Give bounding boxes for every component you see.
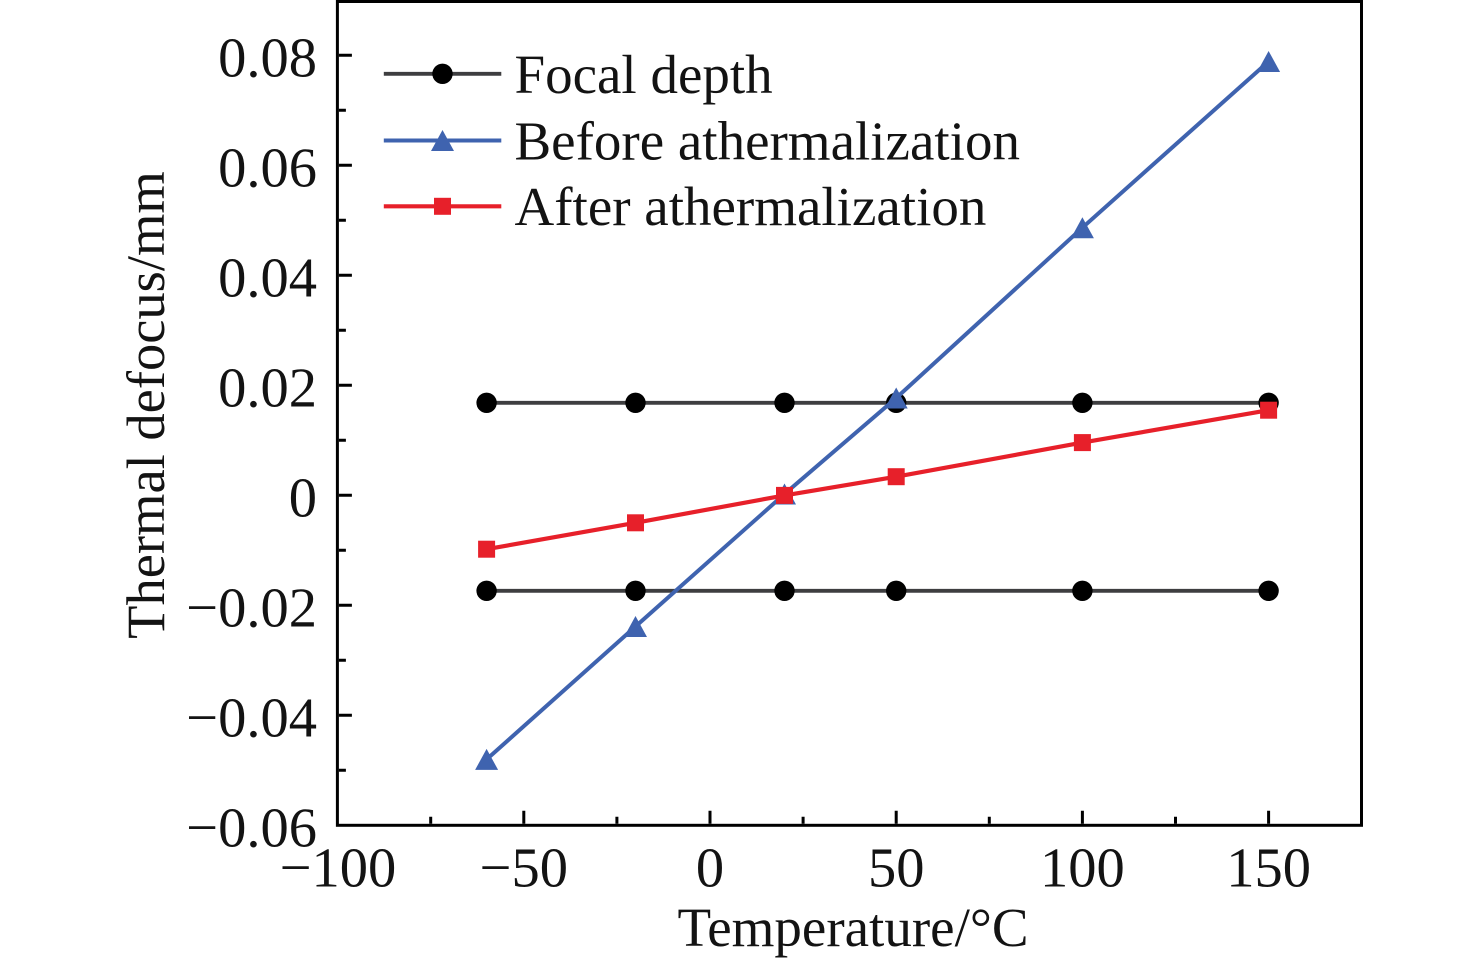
svg-text:0.06: 0.06 (218, 138, 317, 200)
svg-text:Focal depth: Focal depth (515, 44, 773, 105)
svg-text:−0.04: −0.04 (186, 688, 317, 750)
svg-text:Temperature/°C: Temperature/°C (677, 897, 1028, 958)
svg-text:150: 150 (1226, 838, 1311, 900)
svg-text:0.04: 0.04 (218, 248, 317, 310)
svg-text:−0.06: −0.06 (186, 798, 317, 860)
svg-text:0.08: 0.08 (218, 28, 317, 90)
svg-text:−0.02: −0.02 (186, 578, 317, 640)
svg-text:−100: −100 (280, 838, 397, 900)
svg-text:0.02: 0.02 (218, 358, 317, 420)
svg-text:Before athermalization: Before athermalization (515, 110, 1020, 171)
svg-text:0: 0 (696, 838, 724, 900)
svg-text:After athermalization: After athermalization (515, 176, 987, 237)
svg-text:50: 50 (868, 838, 925, 900)
svg-text:0: 0 (289, 468, 317, 530)
svg-text:Thermal defocus/mm: Thermal defocus/mm (115, 171, 176, 639)
svg-text:100: 100 (1040, 838, 1125, 900)
svg-text:−50: −50 (480, 838, 568, 900)
